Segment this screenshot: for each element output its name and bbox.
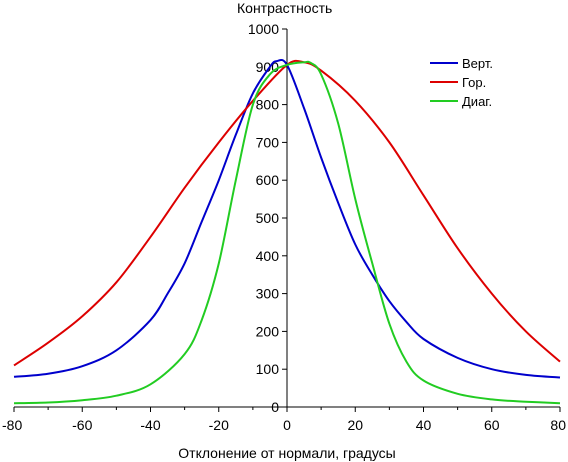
x-tick-label: -40 — [140, 417, 160, 433]
x-tick-label: 20 — [347, 417, 363, 433]
x-axis-title: Отклонение от нормали, градусы — [178, 445, 395, 461]
legend-label-гор: Гор. — [462, 75, 486, 90]
x-tick-label: -60 — [72, 417, 92, 433]
y-tick-label: 0 — [271, 399, 279, 415]
legend-label-диаг: Диаг. — [462, 94, 492, 109]
legend-label-верт: Верт. — [462, 56, 493, 71]
y-tick-label: 800 — [256, 97, 280, 113]
x-tick-label: -20 — [209, 417, 229, 433]
x-tick-label: 60 — [484, 417, 500, 433]
y-tick-label: 300 — [256, 286, 280, 302]
y-tick-label: 600 — [256, 172, 280, 188]
y-tick-label: 500 — [256, 210, 280, 226]
y-tick-label: 1000 — [248, 21, 279, 37]
y-tick-label: 700 — [256, 134, 280, 150]
y-tick-label: 200 — [256, 323, 280, 339]
y-axis-title: Контрастность — [237, 0, 332, 16]
y-tick-label: 400 — [256, 248, 280, 264]
x-tick-label: 40 — [416, 417, 432, 433]
x-tick-label: 0 — [283, 417, 291, 433]
series-line-гор — [13, 59, 561, 367]
x-tick-label: 80 — [550, 417, 566, 433]
series-line-верт — [13, 58, 561, 379]
x-tick-label: -80 — [2, 417, 22, 433]
series-line-диаг — [13, 60, 561, 405]
legend: Верт. Гор. Диаг. — [430, 56, 493, 109]
y-tick-label: 100 — [256, 361, 280, 377]
series-lines — [13, 58, 561, 405]
